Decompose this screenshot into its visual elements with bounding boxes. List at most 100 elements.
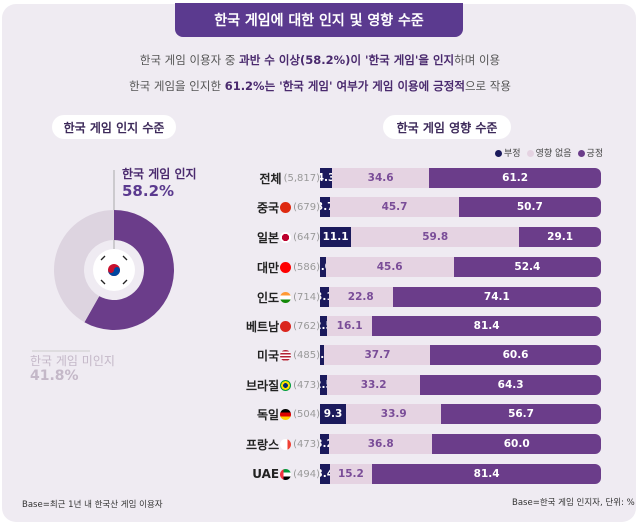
- subtitle-part: 으로 작용: [464, 79, 511, 93]
- bar-segment-neu: 22.8: [328, 287, 393, 307]
- unaware-label: 한국 게임 미인지: [30, 354, 115, 368]
- bar-segment-neg: 2.5: [320, 375, 333, 395]
- data-label: 45.6: [376, 261, 403, 273]
- bar-segment-pos: 74.1: [392, 287, 601, 307]
- bar-segment-pos: 64.3: [420, 375, 601, 395]
- subtitle-part: 과반 수 이상(58.2%)이 '한국 게임'을 인지: [239, 53, 455, 67]
- bar-row: 대만(586)2.045.652.4: [200, 257, 602, 277]
- sample-size: (647): [293, 231, 320, 243]
- uae-flag-icon: [280, 468, 292, 480]
- china-flag-icon: [280, 201, 292, 213]
- bar-segment-neu: 16.1: [327, 316, 373, 336]
- data-label: 61.2: [502, 172, 529, 184]
- data-label: 60.0: [503, 438, 530, 450]
- bar-row: 독일 (504) 9.3 33.9 56.7: [200, 404, 602, 424]
- japan-flag-icon: [280, 231, 292, 243]
- data-label: 9.3: [323, 408, 343, 420]
- data-label: 29.1: [547, 231, 574, 243]
- bar-segment-neu: 37.7: [324, 345, 431, 365]
- bar-segment-pos: 60.0: [432, 434, 601, 454]
- impact-base-note: Base=한국 게임 인지자, 단위: %: [512, 498, 635, 508]
- bar-segment-pos: 81.4: [372, 316, 601, 336]
- bar-segment-pos: 29.1: [519, 227, 601, 247]
- bar-segment-neu: 36.8: [328, 434, 433, 454]
- sample-size: (714): [293, 291, 320, 303]
- legend-neutral: 영향 없음: [526, 146, 572, 159]
- bar-segment-pos: 56.7: [441, 404, 601, 424]
- data-label: 33.9: [380, 408, 407, 420]
- bar-segment-neu: 34.6: [332, 168, 430, 188]
- subtitle-part: 한국 게임을 인지한: [129, 79, 225, 93]
- bar-segment-neu: 45.7: [330, 197, 459, 217]
- bar-row: 브라질(473)2.5 33.2 64.3: [200, 375, 602, 395]
- bar-segment-neg: 3.2: [320, 434, 334, 454]
- data-label: 59.8: [422, 231, 449, 243]
- data-label: 60.6: [502, 349, 529, 361]
- category-label: UAE (494): [252, 467, 320, 481]
- sample-size: (679): [293, 201, 320, 213]
- taiwan-flag-icon: [280, 261, 292, 273]
- bar-segment-neg: 9.3: [320, 404, 347, 424]
- bar-segment-pos: 52.4: [453, 257, 601, 277]
- awareness-section-title: 한국 게임 인지 수준: [52, 115, 176, 139]
- awareness-donut-chart: [32, 170, 174, 352]
- subtitle-part: 하며 이용: [454, 53, 501, 67]
- bar-segment-pos: 50.7: [458, 197, 601, 217]
- sample-size: (473): [293, 379, 320, 391]
- bar-segment-neg: 2.5: [320, 316, 333, 336]
- bar-segment-pos: 81.4: [372, 464, 601, 484]
- category-label: 미국 (485): [257, 348, 320, 363]
- impact-section-title: 한국 게임 영향 수준: [383, 115, 511, 139]
- bar-segment-neg: 3.1: [320, 287, 334, 307]
- bar-segment-neu: 33.2: [327, 375, 421, 395]
- germany-flag-icon: [280, 408, 292, 420]
- data-label: 81.4: [473, 320, 500, 332]
- data-label: 36.8: [367, 438, 394, 450]
- category-label: 중국 (679): [257, 200, 320, 215]
- category-label: 일본 (647): [257, 230, 320, 245]
- category-label: 전체 (5,817): [259, 171, 320, 186]
- sample-size: (586): [293, 261, 320, 273]
- bar-segment-neu: 59.8: [351, 227, 520, 247]
- category-label: 대만 (586): [257, 260, 320, 275]
- data-label: 16.1: [336, 320, 363, 332]
- unaware-value: 41.8%: [30, 368, 79, 384]
- data-label: 45.7: [381, 201, 408, 213]
- data-label: 81.4: [473, 468, 500, 480]
- data-label: 33.2: [360, 379, 387, 391]
- bar-row: 일본 (647) 11.1 59.8 29.1: [200, 227, 602, 247]
- legend-negative: 부정: [495, 146, 521, 159]
- bar-segment-neu: 33.9: [346, 404, 442, 424]
- bar-segment-pos: 61.2: [429, 168, 601, 188]
- sample-size: (762): [293, 320, 320, 332]
- data-label: 56.7: [508, 408, 534, 420]
- bar-row: 전체 (5,817) 4.3 34.6 61.2: [200, 168, 602, 188]
- data-label: 34.6: [367, 172, 394, 184]
- vietnam-flag-icon: [280, 320, 292, 332]
- donut-slice-0: [84, 210, 174, 330]
- legend-positive: 긍정: [577, 146, 603, 159]
- bar-row: 프랑스(473)3.2 36.8 60.0: [200, 434, 602, 454]
- bar-segment-neu: 15.2: [329, 464, 373, 484]
- donut-slice-1: [53, 210, 114, 323]
- bar-row: 인도(714)3.1 22.8 74.1: [200, 287, 602, 307]
- data-label: 15.2: [337, 468, 364, 480]
- data-label: 37.7: [364, 349, 391, 361]
- sample-size: (5,817): [283, 172, 320, 184]
- subtitle-part: 61.2%는 '한국 게임' 여부가 게임 이용에 긍정적: [224, 79, 465, 93]
- sample-size: (485): [293, 349, 320, 361]
- chart-legend: 부정 영향 없음 긍정: [495, 146, 603, 159]
- data-label: 4.3: [320, 172, 336, 184]
- data-label: 74.1: [483, 291, 510, 303]
- bar-row: 베트남(762)2.516.1 81.4: [200, 316, 602, 336]
- bar-segment-neg: 3.4: [320, 464, 334, 484]
- bar-row: 미국(485)1.637.760.6: [200, 345, 602, 365]
- category-label: 인도 (714): [257, 290, 320, 305]
- sample-size: (504): [293, 408, 320, 420]
- data-label: 64.3: [497, 379, 524, 391]
- category-label: 브라질 (473): [245, 378, 320, 393]
- sample-size: (494): [293, 468, 320, 480]
- india-flag-icon: [280, 291, 292, 303]
- brazil-flag-icon: [280, 379, 292, 391]
- bar-row: UAE(494)3.415.2 81.4: [200, 464, 602, 484]
